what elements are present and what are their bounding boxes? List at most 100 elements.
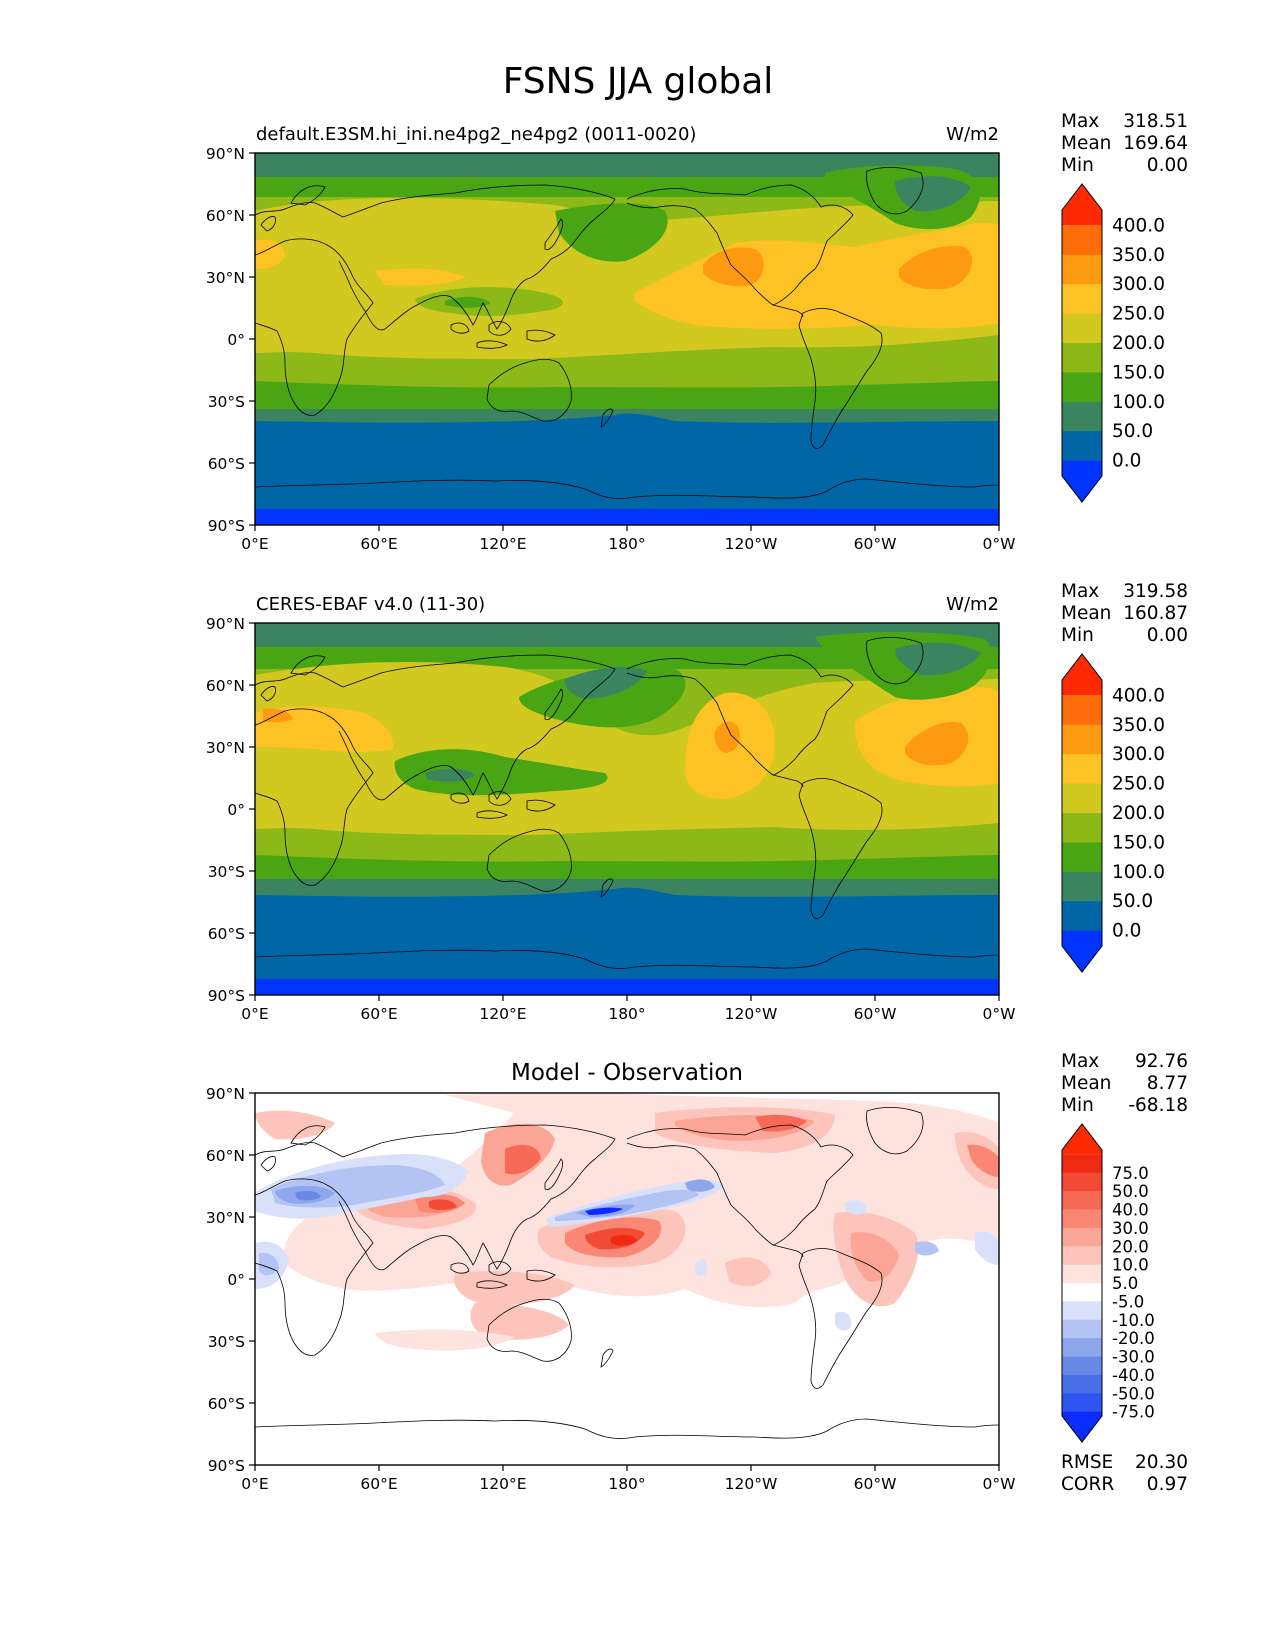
colorbar-segment xyxy=(1062,1264,1102,1284)
colorbar-segment xyxy=(1062,813,1102,843)
colorbar-outline xyxy=(1061,183,1103,503)
colorbar-segment xyxy=(1062,1338,1102,1357)
lat-tick-label: 60°N xyxy=(206,677,245,695)
colorbar-label: 10.0 xyxy=(1112,1256,1149,1275)
colorbar-label: 5.0 xyxy=(1112,1274,1138,1293)
colorbar-segment xyxy=(1062,225,1102,256)
lon-tick-label: 0°E xyxy=(241,535,268,553)
colorbar-label: 20.0 xyxy=(1112,1237,1149,1256)
colorbar-label: 100.0 xyxy=(1112,862,1165,883)
lon-tick-label: 180° xyxy=(608,1005,645,1023)
colorbar-label: 150.0 xyxy=(1112,832,1165,853)
colorbar-segment xyxy=(1062,1301,1102,1321)
colorbar-label: 40.0 xyxy=(1112,1201,1149,1220)
stat-label: Max xyxy=(1061,1051,1099,1072)
colorbar-segment xyxy=(1062,313,1102,344)
colorbar-segment xyxy=(1062,842,1102,873)
map-field-model xyxy=(255,153,999,525)
footer-stat-label: RMSE xyxy=(1061,1452,1113,1473)
lon-tick-label: 0°W xyxy=(983,1005,1016,1023)
lat-tick-label: 30°S xyxy=(208,1333,245,1351)
colorbar-segment xyxy=(1062,930,1102,972)
lon-tick-label: 60°W xyxy=(854,1005,897,1023)
lon-tick-label: 0°E xyxy=(241,1475,268,1493)
colorbar-label: -20.0 xyxy=(1112,1329,1155,1348)
colorbar-label: 30.0 xyxy=(1112,1219,1149,1238)
colorbar-segment xyxy=(1062,871,1102,902)
lat-tick-label: 90°S xyxy=(208,1457,245,1475)
lon-tick-label: 60°E xyxy=(360,535,397,553)
lon-tick-label: 120°E xyxy=(479,535,526,553)
lon-tick-label: 120°W xyxy=(725,535,778,553)
colorbar-segment xyxy=(1062,184,1102,226)
colorbar-label: -40.0 xyxy=(1112,1366,1155,1385)
colorbar-label: 250.0 xyxy=(1112,304,1165,325)
lon-tick-label: 60°E xyxy=(360,1475,397,1493)
colorbar-segment xyxy=(1062,1283,1102,1302)
map-field-obs xyxy=(255,623,999,995)
lon-tick-label: 180° xyxy=(608,535,645,553)
colorbar-segment xyxy=(1062,1124,1102,1155)
colorbar-label: 400.0 xyxy=(1112,685,1165,706)
colorbar-label: 200.0 xyxy=(1112,333,1165,354)
stat-value: 0.00 xyxy=(1147,625,1188,646)
stat-label: Min xyxy=(1061,155,1094,176)
lon-tick-label: 0°E xyxy=(241,1005,268,1023)
colorbar-segment xyxy=(1062,1411,1102,1442)
lat-tick-label: 90°S xyxy=(208,517,245,535)
colorbar-segment xyxy=(1062,431,1102,462)
lon-tick-label: 120°E xyxy=(479,1005,526,1023)
colorbar-segment xyxy=(1062,1319,1102,1339)
lat-tick-label: 60°N xyxy=(206,1147,245,1165)
stat-label: Mean xyxy=(1061,133,1111,154)
colorbar-segment xyxy=(1062,783,1102,814)
stat-value: 0.00 xyxy=(1147,155,1188,176)
map-left-title: default.E3SM.hi_ini.ne4pg2_ne4pg2 (0011-… xyxy=(256,124,696,145)
colorbar-label: 400.0 xyxy=(1112,215,1165,236)
colorbar-segment xyxy=(1062,284,1102,315)
lon-tick-label: 120°E xyxy=(479,1475,526,1493)
lon-tick-label: 60°W xyxy=(854,1475,897,1493)
colorbar-segment xyxy=(1062,901,1102,932)
colorbar-segment xyxy=(1062,460,1102,502)
lat-tick-label: 30°N xyxy=(206,269,245,287)
lat-tick-label: 60°S xyxy=(208,925,245,943)
colorbar-label: -5.0 xyxy=(1112,1292,1144,1311)
stat-label: Min xyxy=(1061,1095,1094,1116)
colorbar-segment xyxy=(1062,1191,1102,1210)
colorbar-label: -10.0 xyxy=(1112,1311,1155,1330)
colorbar-segment xyxy=(1062,654,1102,696)
footer-stat-value: 0.97 xyxy=(1147,1474,1188,1495)
colorbar-label: 350.0 xyxy=(1112,715,1165,736)
colorbar-segment xyxy=(1062,1356,1102,1376)
lat-tick-label: 90°N xyxy=(206,615,245,633)
colorbar-label: 300.0 xyxy=(1112,744,1165,765)
colorbar-segment xyxy=(1062,724,1102,755)
colorbar-outline xyxy=(1061,1123,1103,1443)
figure-title: FSNS JJA global xyxy=(503,61,774,102)
colorbar-segment xyxy=(1062,754,1102,785)
colorbar-label: -75.0 xyxy=(1112,1403,1155,1422)
colorbar-label: 100.0 xyxy=(1112,392,1165,413)
stat-label: Max xyxy=(1061,581,1099,602)
stat-label: Min xyxy=(1061,625,1094,646)
lat-tick-label: 30°S xyxy=(208,863,245,881)
stat-value: 169.64 xyxy=(1123,133,1188,154)
stat-label: Mean xyxy=(1061,603,1111,624)
lon-tick-label: 0°W xyxy=(983,535,1016,553)
colorbar-segment xyxy=(1062,401,1102,432)
lat-tick-label: 30°N xyxy=(206,1209,245,1227)
stat-value: -68.18 xyxy=(1128,1095,1188,1116)
lon-tick-label: 120°W xyxy=(725,1005,778,1023)
colorbar-outline xyxy=(1061,653,1103,973)
colorbar-label: 50.0 xyxy=(1112,891,1153,912)
colorbar-label: 250.0 xyxy=(1112,774,1165,795)
colorbar-segment xyxy=(1062,1246,1102,1266)
footer-stat-value: 20.30 xyxy=(1135,1452,1188,1473)
colorbar-label: 50.0 xyxy=(1112,421,1153,442)
lat-tick-label: 60°S xyxy=(208,455,245,473)
map-center-title: Model - Observation xyxy=(511,1060,743,1086)
colorbar-segment xyxy=(1062,1374,1102,1394)
stat-value: 319.58 xyxy=(1123,581,1188,602)
